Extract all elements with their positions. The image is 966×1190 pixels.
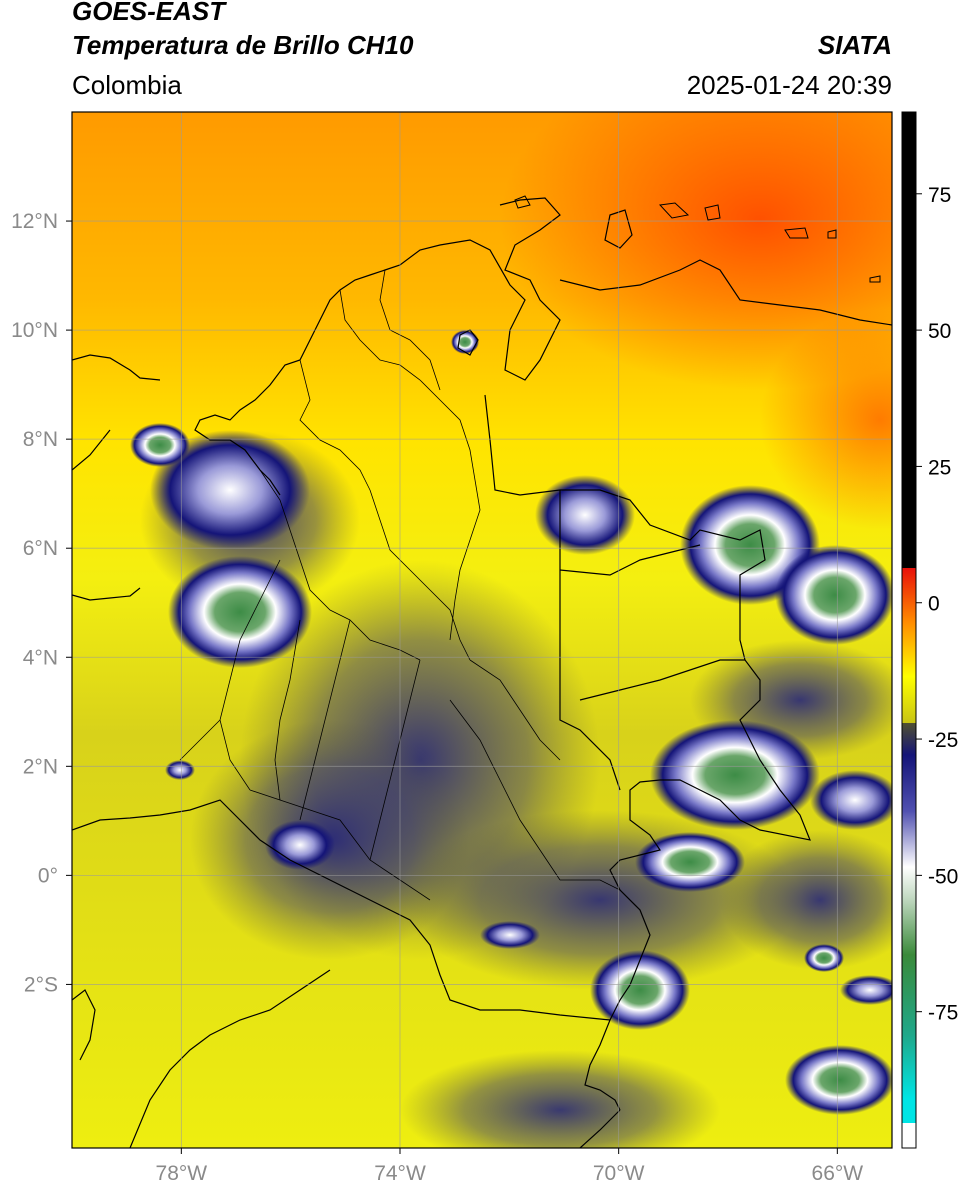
lat-tick-label: 0°: [38, 864, 58, 887]
colorbar-segment-white: [902, 1123, 916, 1148]
lat-tick-label: 6°N: [23, 537, 58, 560]
brightness-field: [72, 112, 892, 1148]
satellite-title: GOES-EAST: [72, 0, 226, 26]
lon-tick-label: 70°W: [593, 1162, 645, 1185]
lon-tick-label: 78°W: [156, 1162, 208, 1185]
map-frame: [71, 111, 893, 1149]
lat-tick-label: 2°S: [24, 973, 58, 996]
region-label: Colombia: [72, 70, 182, 100]
colorbar-tick-label: 50: [928, 320, 951, 343]
colorbar-tick-label: 75: [928, 184, 951, 207]
colorbar-tick-label: -75: [928, 1002, 958, 1025]
lon-tick-label: 74°W: [374, 1162, 426, 1185]
colorbar-tick-label: 25: [928, 456, 951, 479]
latitude-ticks: 12°N 10°N 8°N 6°N 4°N 2°N 0° 2°S: [11, 210, 72, 996]
lat-tick-label: 2°N: [23, 755, 58, 778]
country-borders: [72, 197, 892, 1148]
colorbar-tick-label: -25: [928, 729, 958, 752]
timestamp-label: 2025-01-24 20:39: [686, 70, 892, 100]
lat-tick-label: 10°N: [11, 319, 58, 342]
lat-tick-label: 12°N: [11, 210, 58, 233]
lat-tick-label: 4°N: [23, 646, 58, 669]
lat-tick-label: 8°N: [23, 428, 58, 451]
caribbean-islands: [514, 195, 881, 283]
colorbar-ticks: 75 50 25 0 -25 -50 -75: [916, 184, 958, 1025]
colorbar-tick-label: -50: [928, 865, 958, 888]
brand-label: SIATA: [817, 30, 892, 60]
colorbar-segment-cold: [902, 723, 916, 1123]
longitude-ticks: 78°W 74°W 70°W 66°W: [156, 1148, 864, 1185]
colorbar: 75 50 25 0 -25 -50 -75: [901, 111, 958, 1149]
colorbar-segment-black: [902, 112, 916, 568]
colorbar-segment-warm: [902, 568, 916, 723]
colorbar-tick-label: 0: [928, 593, 940, 616]
grid-lines: [72, 112, 892, 1148]
product-title: Temperatura de Brillo CH10: [72, 30, 414, 60]
lon-tick-label: 66°W: [812, 1162, 864, 1185]
